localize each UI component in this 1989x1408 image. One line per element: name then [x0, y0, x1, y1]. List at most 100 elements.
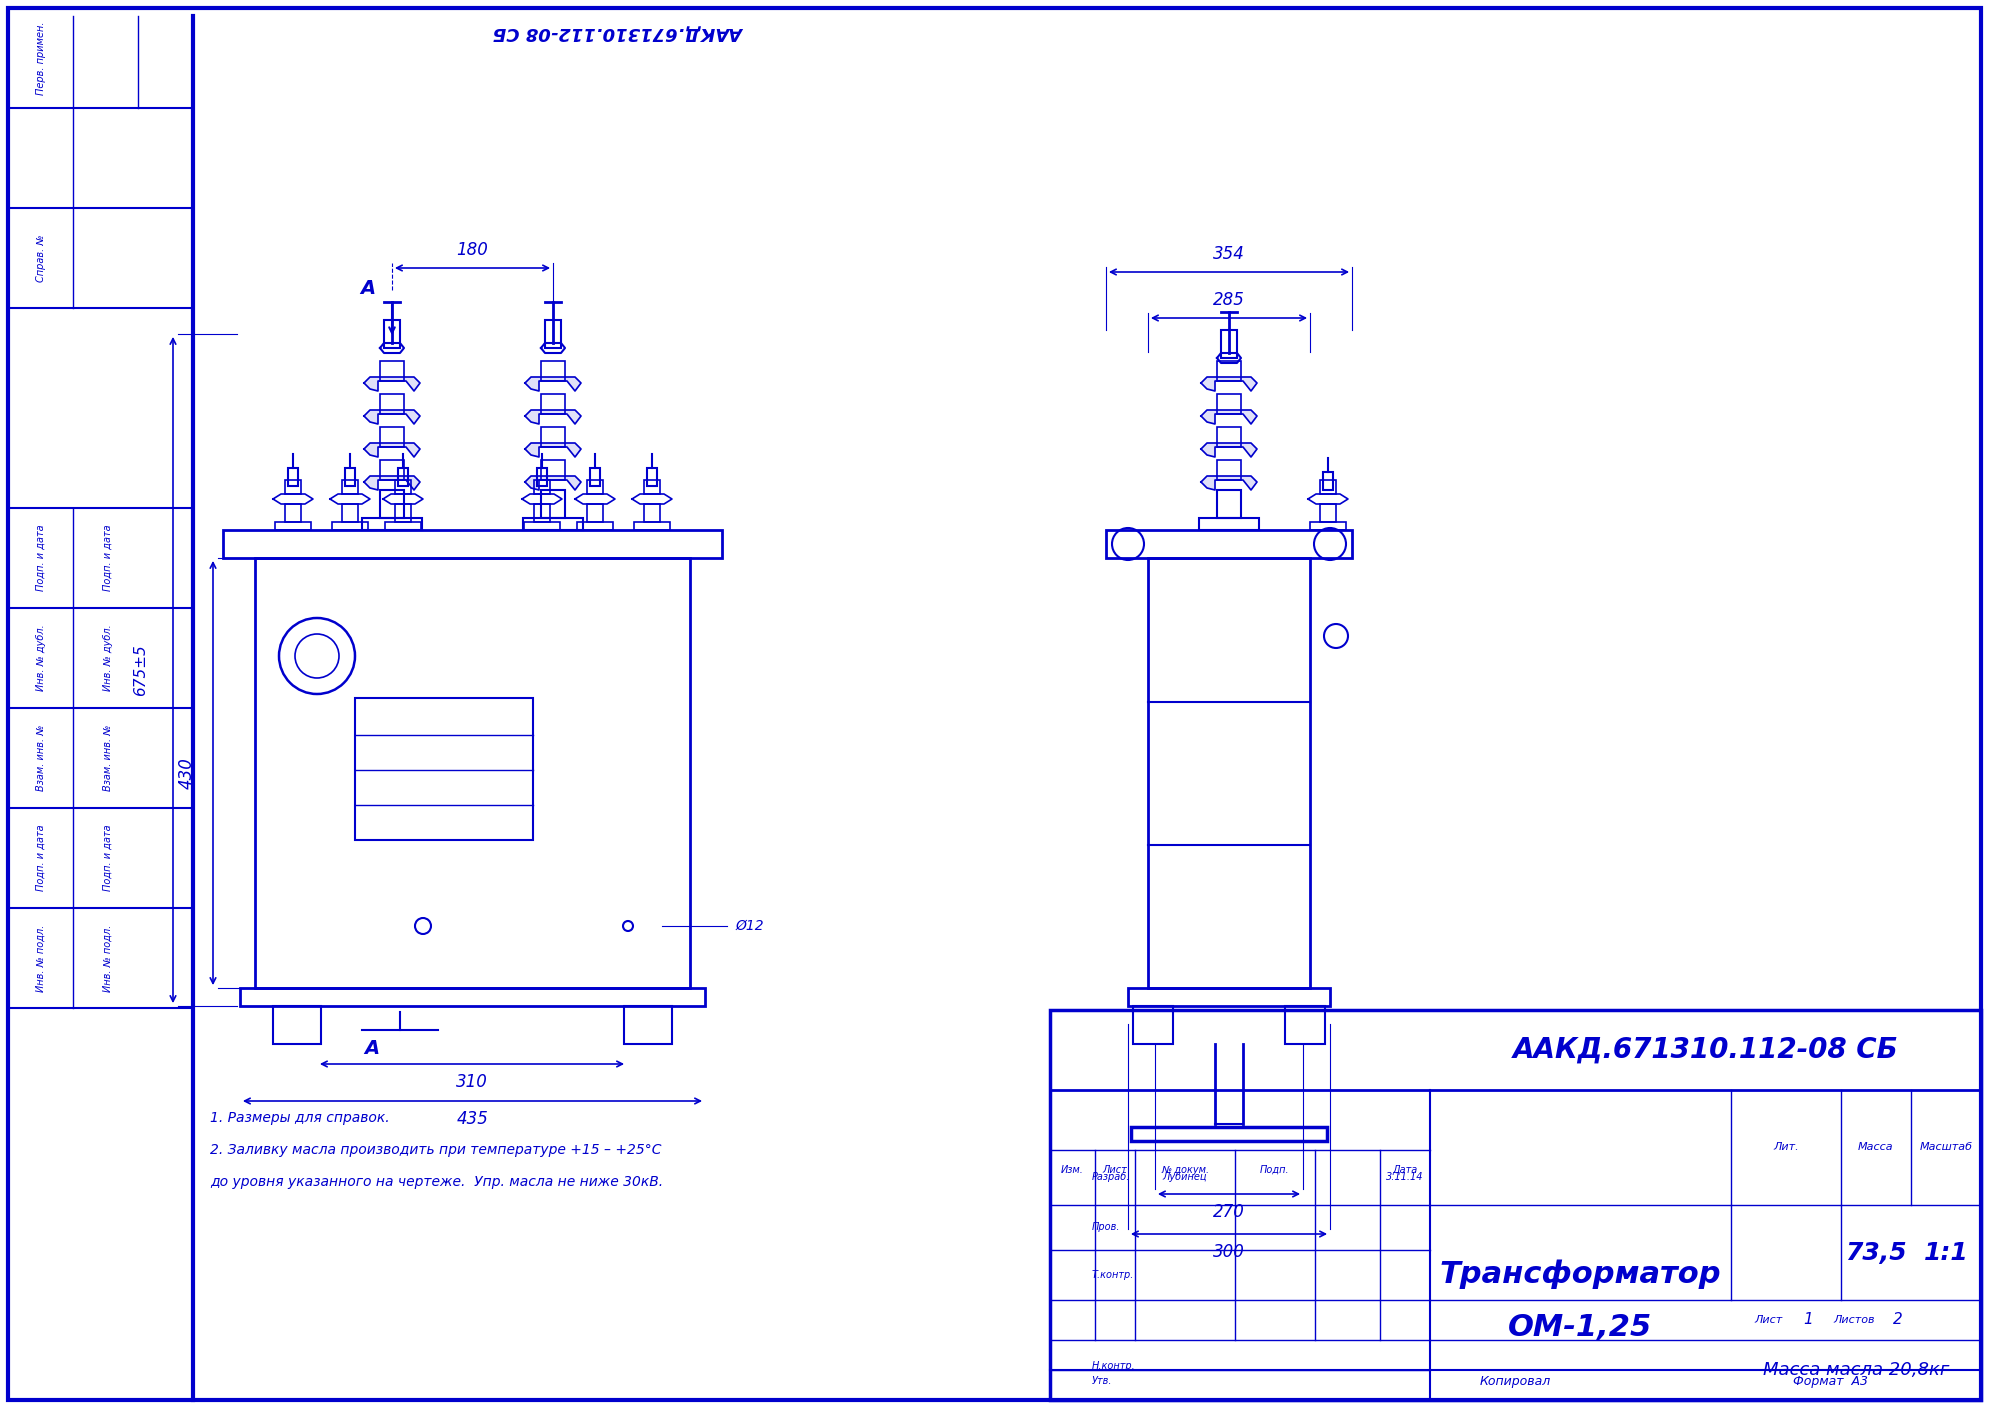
Bar	[523, 518, 583, 529]
Bar	[272, 1005, 320, 1043]
Polygon shape	[525, 410, 581, 424]
Text: Утв.: Утв.	[1092, 1376, 1112, 1385]
Bar	[1106, 529, 1353, 558]
Text: 675±5: 675±5	[133, 643, 149, 696]
Text: 430: 430	[177, 758, 197, 788]
Bar	[591, 467, 601, 486]
Bar	[380, 460, 404, 480]
Bar	[223, 529, 722, 558]
Bar	[380, 427, 404, 446]
Text: ОМ-1,25: ОМ-1,25	[1508, 1314, 1653, 1342]
Text: Перв. примен.: Перв. примен.	[36, 21, 46, 94]
Text: ААКД.671310.112-08 СБ: ААКД.671310.112-08 СБ	[1512, 1036, 1898, 1064]
Text: Масса масла 20,8кг: Масса масла 20,8кг	[1762, 1362, 1949, 1378]
Bar	[1217, 490, 1241, 518]
Bar	[545, 320, 561, 348]
Bar	[1132, 1126, 1327, 1140]
Text: до уровня указанного на чертеже.  Упр. масла не ниже 30кВ.: до уровня указанного на чертеже. Упр. ма…	[211, 1176, 662, 1188]
Text: Подп. и дата: Подп. и дата	[36, 825, 46, 891]
Text: Изм.: Изм.	[1060, 1164, 1084, 1176]
Bar	[284, 480, 300, 494]
Text: 2: 2	[1894, 1312, 1903, 1328]
Text: Инв. № дубл.: Инв. № дубл.	[103, 625, 113, 691]
Polygon shape	[525, 377, 581, 391]
Text: 73,5: 73,5	[1846, 1240, 1907, 1264]
Text: Листов: Листов	[1834, 1315, 1876, 1325]
Bar	[332, 522, 368, 529]
Bar	[1134, 1005, 1174, 1043]
Text: Инв. № подл.: Инв. № подл.	[103, 924, 113, 991]
Text: Лист: Лист	[1102, 1164, 1128, 1176]
Bar	[342, 480, 358, 494]
Text: Подп. и дата: Подп. и дата	[103, 525, 113, 591]
Bar	[1321, 480, 1337, 494]
Polygon shape	[364, 476, 420, 490]
Bar	[342, 504, 358, 522]
Bar	[398, 467, 408, 486]
Bar	[362, 518, 422, 529]
Bar	[634, 522, 670, 529]
Text: Подп. и дата: Подп. и дата	[36, 525, 46, 591]
Bar	[1217, 460, 1241, 480]
Bar	[1217, 360, 1241, 382]
Bar	[384, 320, 400, 348]
Bar	[587, 480, 603, 494]
Polygon shape	[1201, 476, 1257, 490]
Text: Н.контр.: Н.контр.	[1092, 1362, 1136, 1371]
Bar	[541, 460, 565, 480]
Text: 270: 270	[1213, 1202, 1245, 1221]
Text: Формат  А3: Формат А3	[1794, 1376, 1868, 1388]
Text: Масштаб: Масштаб	[1919, 1142, 1973, 1153]
Bar	[1199, 518, 1259, 529]
Text: Т.контр.: Т.контр.	[1092, 1270, 1134, 1280]
Text: Инв. № подл.: Инв. № подл.	[36, 924, 46, 991]
Text: Масса: Масса	[1858, 1142, 1894, 1153]
Text: А: А	[364, 1039, 380, 1057]
Bar	[1285, 1005, 1325, 1043]
Bar	[541, 427, 565, 446]
Text: 435: 435	[457, 1110, 489, 1128]
Bar	[380, 394, 404, 414]
Polygon shape	[525, 476, 581, 490]
Bar	[1128, 988, 1331, 1005]
Bar	[533, 480, 551, 494]
Text: Подп.: Подп.	[1261, 1164, 1289, 1176]
Bar	[587, 504, 603, 522]
Bar	[644, 504, 660, 522]
Bar	[646, 467, 656, 486]
Bar	[523, 522, 561, 529]
Text: Справ. №: Справ. №	[36, 234, 46, 282]
Bar	[1323, 472, 1333, 490]
Text: 180: 180	[457, 241, 489, 259]
Text: 1:1: 1:1	[1923, 1240, 1969, 1264]
Text: 354: 354	[1213, 245, 1245, 263]
Text: 285: 285	[1213, 291, 1245, 308]
Bar	[255, 558, 690, 988]
Bar	[644, 480, 660, 494]
Bar	[396, 504, 412, 522]
Bar	[577, 522, 613, 529]
Polygon shape	[364, 377, 420, 391]
Bar	[537, 467, 547, 486]
Text: Лист: Лист	[1754, 1315, 1782, 1325]
Text: А: А	[360, 279, 376, 297]
Text: 3.11.14: 3.11.14	[1386, 1173, 1424, 1183]
Bar	[1050, 1010, 1981, 1400]
Polygon shape	[364, 444, 420, 458]
Bar	[344, 467, 354, 486]
Text: 300: 300	[1213, 1243, 1245, 1262]
Bar	[1321, 504, 1337, 522]
Text: 1. Размеры для справок.: 1. Размеры для справок.	[211, 1111, 390, 1125]
Text: Разраб.: Разраб.	[1092, 1173, 1130, 1183]
Text: Инв. № дубл.: Инв. № дубл.	[36, 625, 46, 691]
Text: 310: 310	[455, 1073, 487, 1091]
Text: Взам. инв. №: Взам. инв. №	[103, 725, 113, 791]
Bar	[533, 504, 551, 522]
Bar	[625, 1005, 672, 1043]
Text: № докум.: № докум.	[1162, 1164, 1209, 1176]
Bar	[241, 988, 704, 1005]
Polygon shape	[1201, 377, 1257, 391]
Text: Лубинец: Лубинец	[1164, 1173, 1207, 1183]
Text: 1: 1	[1804, 1312, 1812, 1328]
Text: 2. Заливку масла производить при температуре +15 – +25°С: 2. Заливку масла производить при темпера…	[211, 1143, 662, 1157]
